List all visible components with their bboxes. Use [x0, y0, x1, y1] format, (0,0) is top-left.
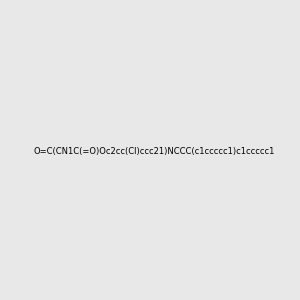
Text: O=C(CN1C(=O)Oc2cc(Cl)ccc21)NCCC(c1ccccc1)c1ccccc1: O=C(CN1C(=O)Oc2cc(Cl)ccc21)NCCC(c1ccccc1…: [33, 147, 274, 156]
